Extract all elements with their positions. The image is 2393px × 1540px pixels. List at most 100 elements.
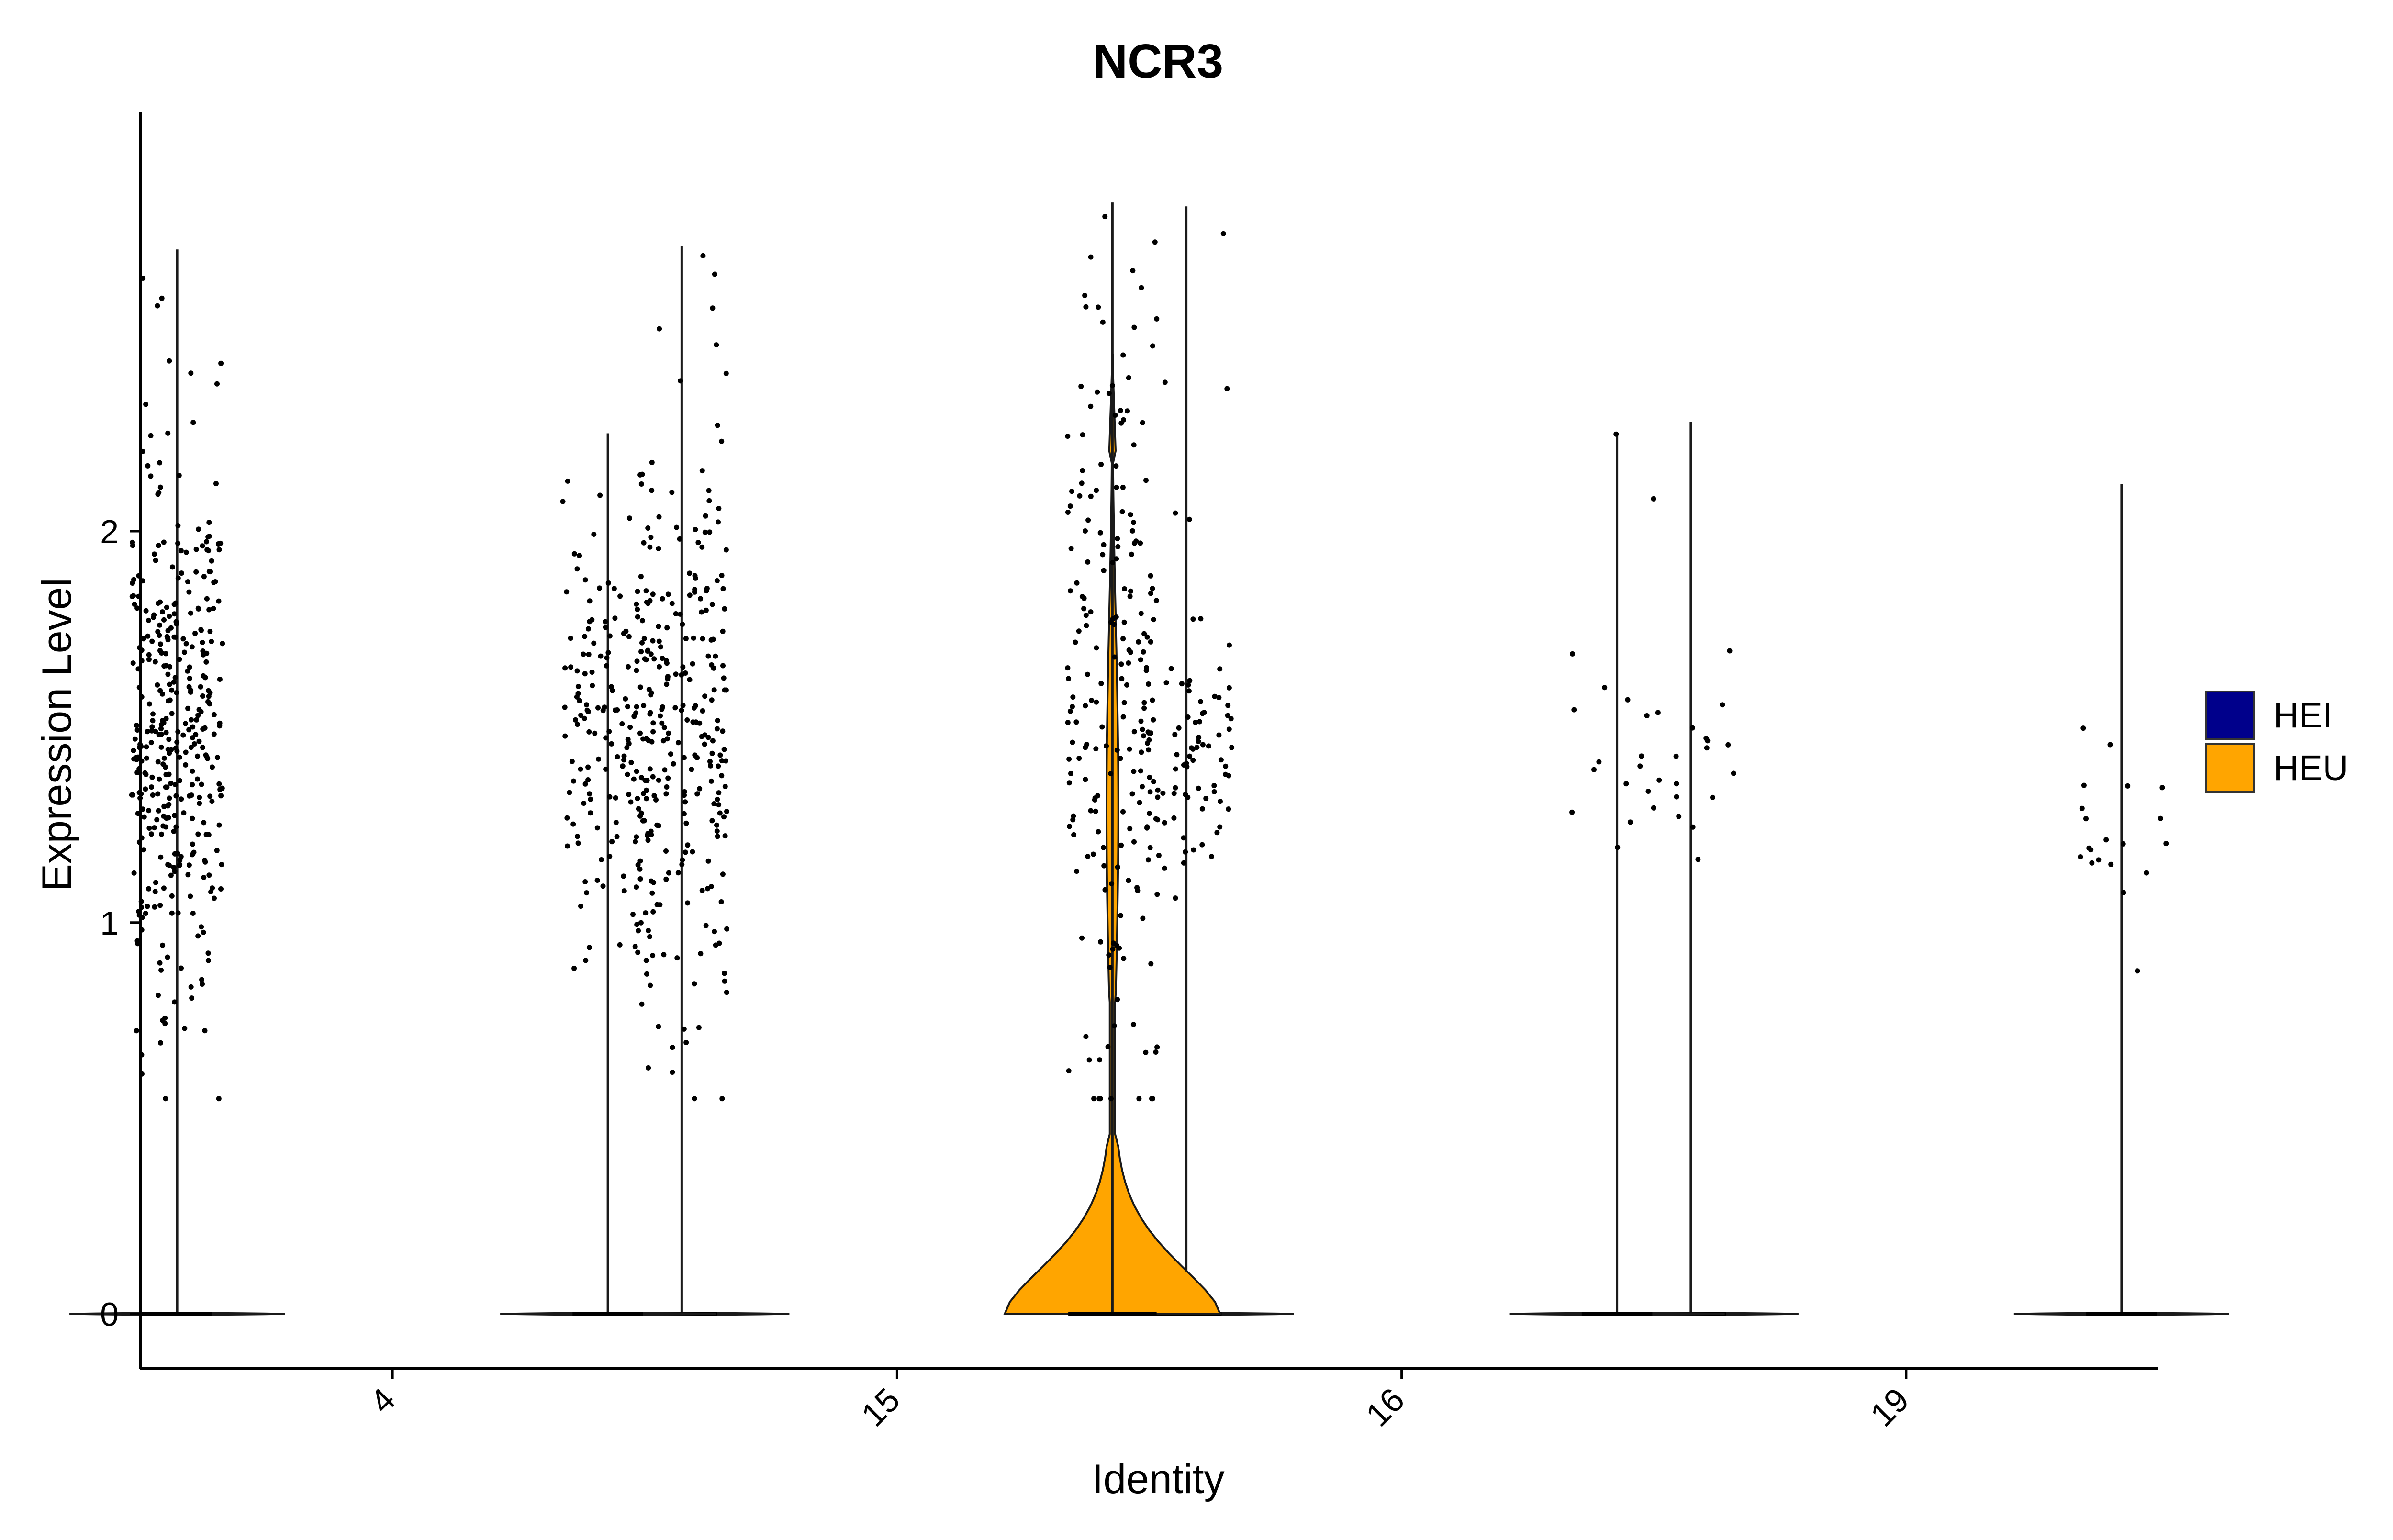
point [164,815,169,821]
point [710,305,716,311]
point [146,701,152,707]
point [195,776,200,782]
point [1118,408,1123,413]
point [600,883,606,889]
point [1173,785,1178,791]
point [1120,809,1126,815]
point [180,636,186,642]
point [719,758,725,764]
point [609,741,615,747]
point [157,460,163,466]
point [1689,725,1695,731]
point [651,793,657,799]
point [161,885,167,891]
point [132,736,138,742]
point [1217,666,1223,672]
point [582,671,588,677]
point [1081,606,1087,612]
y-tick-label: 1 [100,904,119,942]
point [714,828,720,834]
point [680,857,685,863]
point [1216,695,1222,701]
point [587,598,593,604]
point [705,735,711,740]
point [174,739,180,745]
point [1198,699,1204,704]
point [1115,544,1121,549]
point [1128,512,1133,518]
point [712,929,717,935]
point [169,893,175,899]
point [568,664,574,670]
point [699,888,705,893]
point [1079,480,1085,486]
point [621,753,627,759]
point [663,848,669,854]
point [172,782,178,787]
point [641,636,647,641]
point [591,532,597,537]
point [130,580,135,586]
point [163,1096,168,1102]
x-tick-label: 15 [854,1381,907,1433]
point [1108,1096,1114,1102]
point [658,713,663,719]
point [1214,830,1220,836]
point [634,834,639,840]
point [706,488,712,493]
point [1674,794,1679,800]
point [645,837,651,843]
point [715,796,720,802]
point [158,744,164,750]
point [207,701,212,707]
point [638,810,644,816]
point [164,634,170,639]
point [586,652,592,657]
point [698,596,704,602]
point [183,549,189,555]
point [1101,542,1107,547]
point [188,610,193,616]
point [1218,799,1223,804]
point [207,793,213,799]
point [1121,956,1127,961]
point [1101,568,1107,573]
point [205,534,211,540]
point [683,820,689,826]
point [210,885,215,891]
point [1127,826,1133,832]
point [635,589,640,594]
point [164,604,169,610]
point [573,717,578,723]
point [1131,520,1136,525]
point [2096,857,2102,863]
point [649,459,655,465]
point [1673,753,1679,759]
point [1097,530,1103,536]
point [570,821,576,827]
point [582,577,588,583]
point [1067,503,1073,509]
point [657,664,662,670]
point [1119,676,1125,681]
point [163,784,168,790]
point [662,767,668,773]
point [1111,1023,1117,1029]
point [1168,666,1174,671]
point [186,862,192,868]
point [582,879,588,884]
point [1115,864,1120,870]
point [1615,845,1621,850]
point [185,668,190,674]
point [1084,742,1090,747]
point [1705,738,1711,744]
point [200,693,205,699]
point [141,636,146,642]
point [200,543,205,549]
point [575,840,581,846]
point [685,842,691,848]
point [623,628,629,634]
point [635,614,640,620]
point [705,653,711,659]
point [1148,573,1153,579]
